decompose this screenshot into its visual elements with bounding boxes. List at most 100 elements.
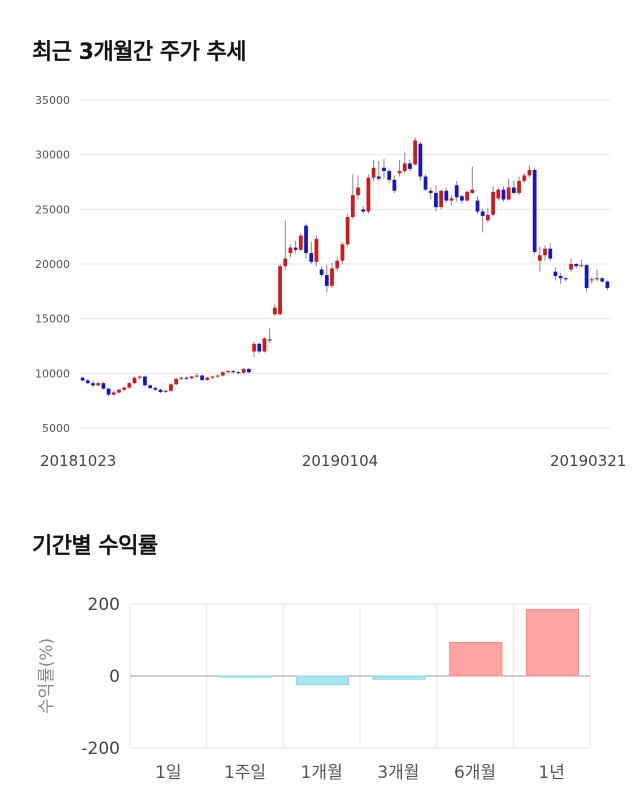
candle-body xyxy=(205,377,210,380)
candle-body xyxy=(589,279,594,281)
candle-body xyxy=(127,383,132,388)
candle-body xyxy=(366,177,371,212)
candle-body xyxy=(267,339,272,341)
x-tick-label: 20190321 xyxy=(550,452,626,470)
candle-body xyxy=(189,376,194,379)
candle-body xyxy=(423,176,428,190)
x-tick-label: 1주일 xyxy=(224,763,266,783)
candle-body xyxy=(563,278,568,280)
candle-body xyxy=(501,189,506,200)
candle-body xyxy=(371,167,376,178)
candle-body xyxy=(262,338,267,352)
y-axis-label: 수익률(%) xyxy=(37,638,57,714)
y-tick-label: 5000 xyxy=(42,422,70,435)
y-tick-label: 200 xyxy=(88,595,120,615)
candle-body xyxy=(298,235,303,250)
candle-body xyxy=(330,268,334,286)
candle-body xyxy=(449,198,454,201)
candle-body xyxy=(569,264,573,270)
candle-body xyxy=(548,248,553,259)
candle-body xyxy=(257,343,262,352)
y-tick-label: -200 xyxy=(81,739,120,759)
candle-body xyxy=(439,190,443,208)
candle-body xyxy=(595,278,599,280)
y-tick-label: 20000 xyxy=(35,258,70,271)
candle-body xyxy=(434,192,438,208)
candle-body xyxy=(283,258,288,267)
candle-body xyxy=(96,383,101,386)
candle-body xyxy=(215,375,220,377)
candle-body xyxy=(314,238,319,262)
candle-body xyxy=(158,389,163,392)
candle-body xyxy=(382,167,386,172)
candle-body xyxy=(460,196,464,201)
candle-body xyxy=(532,169,537,252)
candle-body xyxy=(350,195,355,217)
candle-body xyxy=(345,216,350,245)
return-bar xyxy=(372,675,426,680)
candle-body xyxy=(553,271,558,277)
candle-body xyxy=(392,179,397,191)
return-bar xyxy=(295,675,350,686)
candle-body xyxy=(195,375,199,377)
candle-body xyxy=(605,281,610,289)
candle-body xyxy=(558,276,563,279)
candle-body xyxy=(579,265,584,267)
candle-body xyxy=(387,171,392,180)
candle-body xyxy=(85,380,90,384)
candle-body xyxy=(444,190,449,201)
candle-body xyxy=(153,388,158,390)
candle-body xyxy=(428,190,433,193)
candle-body xyxy=(418,143,423,177)
candle-body xyxy=(272,307,277,315)
candle-body xyxy=(319,269,324,275)
candle-body xyxy=(465,191,469,201)
candle-body xyxy=(137,376,142,378)
candle-body xyxy=(106,388,111,395)
x-tick-label: 1일 xyxy=(155,763,181,783)
candle-body xyxy=(241,368,246,373)
y-tick-label: 30000 xyxy=(35,149,70,162)
y-tick-label: 0 xyxy=(109,667,120,687)
candle-body xyxy=(475,200,480,212)
candle-body xyxy=(543,248,547,256)
candle-body xyxy=(293,247,298,250)
candle-body xyxy=(584,265,589,289)
candle-body xyxy=(361,209,366,212)
return-bar xyxy=(449,642,503,677)
candle-body xyxy=(101,383,106,389)
candle-body xyxy=(163,390,168,392)
candle-body xyxy=(408,163,412,169)
return-bar xyxy=(219,675,273,678)
x-tick-label: 20181023 xyxy=(40,452,116,470)
candle-body xyxy=(210,376,215,378)
candle-body xyxy=(143,376,147,386)
candle-body xyxy=(335,260,340,269)
candle-body xyxy=(231,371,236,373)
candle-body xyxy=(91,383,95,386)
candle-body xyxy=(537,255,542,261)
price-trend-title: 최근 3개월간 주가 추세 xyxy=(32,40,246,65)
y-tick-label: 15000 xyxy=(35,313,70,326)
candle-body xyxy=(600,278,605,282)
candle-body xyxy=(304,225,308,254)
candle-body xyxy=(174,378,178,385)
candle-body xyxy=(480,211,485,216)
candle-body xyxy=(200,375,204,380)
candle-body xyxy=(376,176,381,179)
x-tick-label: 3개월 xyxy=(377,763,419,783)
candle-body xyxy=(522,175,527,181)
candle-body xyxy=(179,377,184,379)
candle-body xyxy=(252,343,256,352)
candle-body xyxy=(413,140,418,165)
candle-body xyxy=(226,371,230,373)
x-tick-label: 1년 xyxy=(538,763,564,783)
candle-body xyxy=(309,253,314,262)
candle-body xyxy=(122,387,127,390)
x-tick-label: 6개월 xyxy=(454,763,496,783)
candle-body xyxy=(517,180,521,193)
candle-body xyxy=(491,191,495,215)
x-tick-label: 1개월 xyxy=(301,763,343,783)
candle-body xyxy=(340,244,345,261)
candle-body xyxy=(397,171,402,174)
